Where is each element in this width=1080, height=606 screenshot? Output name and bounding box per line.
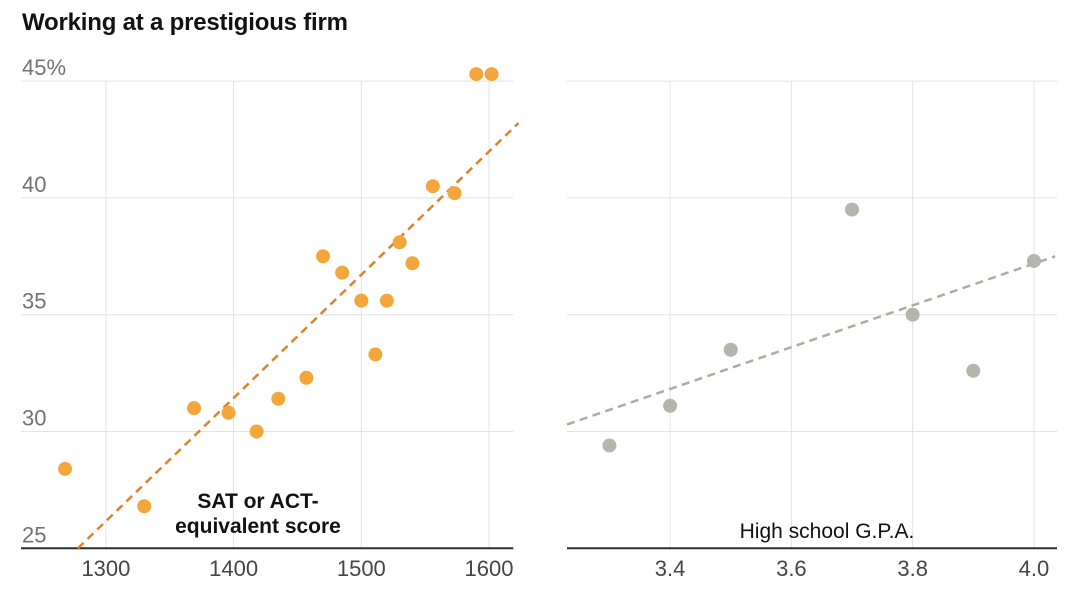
x-tick-label: 1300 bbox=[81, 556, 130, 581]
x-tick-label: 1400 bbox=[209, 556, 258, 581]
chart-gpa: 3.4 3.6 3.8 4.0 bbox=[566, 80, 1057, 581]
y-tick-label: 30 bbox=[22, 406, 46, 431]
data-point bbox=[271, 391, 286, 406]
data-point bbox=[469, 67, 484, 82]
data-point bbox=[845, 202, 860, 217]
data-point bbox=[447, 186, 462, 201]
data-point bbox=[723, 342, 738, 357]
data-point bbox=[299, 370, 314, 385]
data-point bbox=[484, 67, 499, 82]
data-point bbox=[663, 398, 678, 413]
data-point bbox=[905, 307, 920, 322]
data-point bbox=[187, 401, 202, 416]
data-point bbox=[1026, 253, 1041, 268]
data-point bbox=[602, 438, 617, 453]
chart-title: Working at a prestigious firm bbox=[22, 9, 348, 36]
x-tick-label: 3.8 bbox=[897, 556, 928, 581]
y-tick-label: 40 bbox=[22, 172, 46, 197]
data-point bbox=[392, 235, 407, 250]
data-point bbox=[58, 461, 73, 476]
x-tick-label: 1500 bbox=[337, 556, 386, 581]
data-point bbox=[249, 424, 264, 439]
data-point bbox=[379, 293, 394, 308]
data-point bbox=[354, 293, 369, 308]
y-tick-label: 45% bbox=[22, 55, 66, 80]
left-xaxis-label: SAT or ACT- equivalent score bbox=[138, 489, 378, 539]
data-point bbox=[405, 256, 420, 271]
data-point bbox=[137, 499, 152, 514]
data-point bbox=[966, 363, 981, 378]
trend-line bbox=[76, 122, 520, 550]
trend-line bbox=[566, 255, 1056, 426]
right-xaxis-label: High school G.P.A. bbox=[739, 520, 915, 543]
x-tick-label: 3.6 bbox=[776, 556, 807, 581]
x-tick-label: 1600 bbox=[465, 556, 514, 581]
y-tick-label: 35 bbox=[22, 289, 46, 314]
y-tick-label: 25 bbox=[22, 522, 46, 547]
data-point bbox=[316, 249, 331, 264]
x-tick-label: 3.4 bbox=[655, 556, 686, 581]
data-point bbox=[368, 347, 383, 362]
data-point bbox=[335, 265, 350, 280]
data-point bbox=[425, 179, 440, 194]
data-point bbox=[221, 405, 236, 420]
left-xaxis-label-line2: equivalent score bbox=[175, 515, 341, 538]
x-tick-label: 4.0 bbox=[1019, 556, 1050, 581]
left-xaxis-label-line1: SAT or ACT- bbox=[197, 490, 319, 513]
chart-sat: 1300 1400 1500 1600 45% 40 35 30 25 bbox=[21, 55, 520, 581]
